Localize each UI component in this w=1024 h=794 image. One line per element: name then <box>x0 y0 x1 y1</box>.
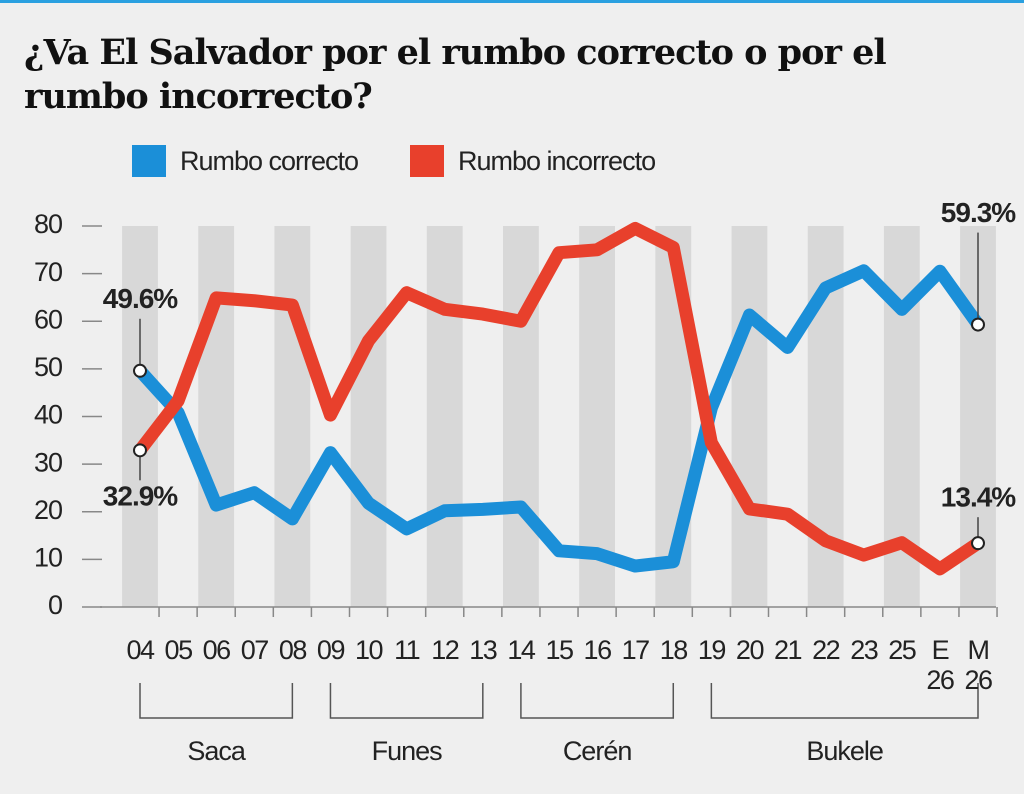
value-label: 49.6% <box>103 283 178 314</box>
legend-swatch <box>132 145 166 177</box>
column-band <box>503 226 539 607</box>
x-tick-label: 06 <box>202 635 232 665</box>
group-label: Saca <box>187 736 247 766</box>
x-tick-label: 19 <box>697 635 727 665</box>
y-tick-label: 70 <box>34 257 62 287</box>
x-tick-label: 16 <box>583 635 613 665</box>
x-tick-label: 04 <box>126 635 155 665</box>
x-tick-label: 09 <box>316 635 346 665</box>
x-tick-label: 14 <box>507 635 536 665</box>
column-band <box>350 226 387 607</box>
x-tick-label: 08 <box>278 635 308 665</box>
x-tick-label: 18 <box>659 635 689 665</box>
chart: 0 10 20 30 40 50 60 70 80 Saca Funes Cerén Bukele Rum… <box>34 145 1017 766</box>
x-tick-label: 15 <box>545 635 574 665</box>
value-label: 59.3% <box>941 197 1016 228</box>
x-tick-label: 05 <box>164 635 194 665</box>
point-marker <box>971 317 985 332</box>
group-label: Funes <box>372 736 443 766</box>
x-tick-label: 20 <box>735 635 765 665</box>
x-tick-label: 10 <box>355 635 384 665</box>
group-label: Cerén <box>563 736 632 766</box>
column-band <box>579 226 615 607</box>
x-tick-label: E 26 <box>926 635 955 695</box>
column-band <box>198 226 235 607</box>
x-tick-label: 22 <box>812 635 841 665</box>
y-tick-label: 30 <box>34 447 62 477</box>
x-tick-label: 07 <box>240 635 270 665</box>
y-tick-label: 60 <box>34 304 62 334</box>
group-bracket <box>139 683 294 719</box>
series-line <box>135 264 984 573</box>
value-label: 13.4% <box>941 482 1016 513</box>
group-label: Bukele <box>806 736 883 766</box>
group-bracket <box>520 683 675 719</box>
y-tick-label: 20 <box>34 495 62 525</box>
point-marker <box>971 536 985 551</box>
column-band <box>274 226 311 607</box>
legend-swatch <box>410 145 444 177</box>
column-band <box>426 226 463 607</box>
value-label: 32.9% <box>103 481 178 512</box>
x-tick-label: 12 <box>431 635 460 665</box>
point-marker <box>133 443 147 458</box>
y-tick-label: 50 <box>34 352 62 382</box>
point-marker <box>133 363 147 378</box>
column-band <box>122 226 158 607</box>
group-bracket <box>710 683 979 719</box>
x-tick-label: 21 <box>774 635 803 665</box>
x-tick-label: 13 <box>469 635 498 665</box>
chart-title: ¿Va El Salvador por el rumbo correcto o … <box>24 32 887 117</box>
column-band <box>731 226 768 607</box>
group-bracket <box>329 683 484 719</box>
y-tick-label: 80 <box>34 209 62 239</box>
legend-label: Rumbo incorrecto <box>458 146 655 176</box>
x-tick-label: 23 <box>850 635 879 665</box>
series-line <box>134 221 982 576</box>
x-tick-label: M 26 <box>964 635 993 695</box>
x-tick-label: 11 <box>394 635 421 665</box>
x-tick-label: 25 <box>888 635 917 665</box>
x-tick-label: 17 <box>621 635 651 665</box>
y-tick-label: 10 <box>34 543 62 573</box>
legend-label: Rumbo correcto <box>180 146 358 176</box>
y-tick-label: 40 <box>34 400 62 430</box>
y-tick-label: 0 <box>48 590 62 620</box>
